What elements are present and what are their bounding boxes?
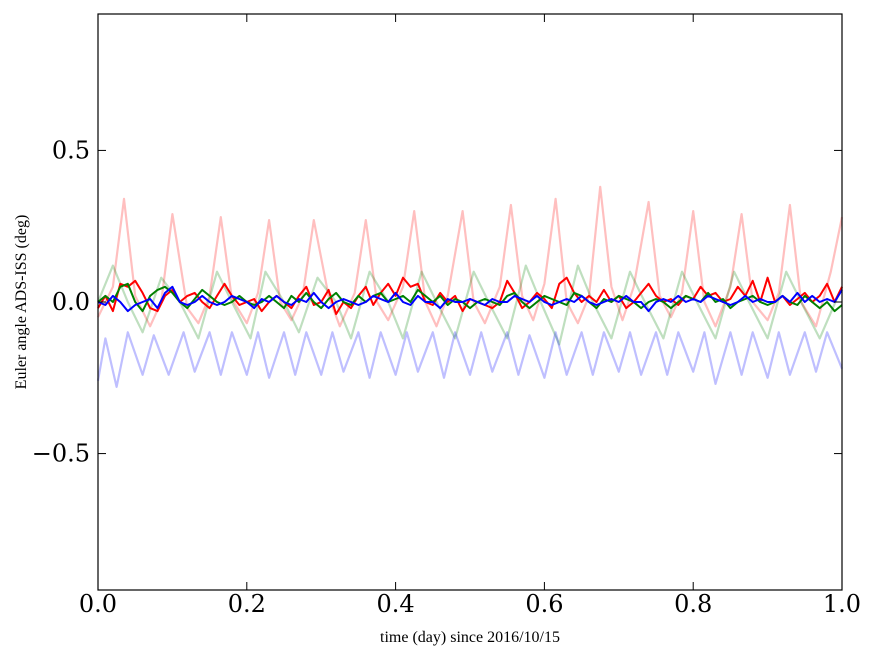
series-line-3 <box>96 331 844 388</box>
x-tick-label: 0.4 <box>377 590 415 618</box>
x-tick-label: 0.8 <box>674 590 712 618</box>
plot-frame <box>97 13 843 591</box>
series-line-1 <box>97 185 844 328</box>
y-tick-label: −0.5 <box>32 440 90 468</box>
ticks-layer: 0.0 0.2 0.4 0.6 0.8 1.0 −0.5 0.0 0.5 <box>32 14 861 618</box>
y-tick-label: 0.5 <box>52 136 90 164</box>
series-line-6 <box>97 285 843 313</box>
x-tick-label: 1.0 <box>823 590 861 618</box>
y-axis-label: Euler angle ADS-ISS (deg) <box>13 215 30 390</box>
y-tick-label: 0.0 <box>52 288 90 316</box>
x-tick-label: 0.0 <box>79 590 117 618</box>
series-line-2 <box>96 264 844 346</box>
x-tick-label: 0.2 <box>228 590 266 618</box>
x-axis-label: time (day) since 2016/10/15 <box>380 629 560 646</box>
x-tick-label: 0.6 <box>525 590 563 618</box>
series-layer <box>96 185 844 388</box>
